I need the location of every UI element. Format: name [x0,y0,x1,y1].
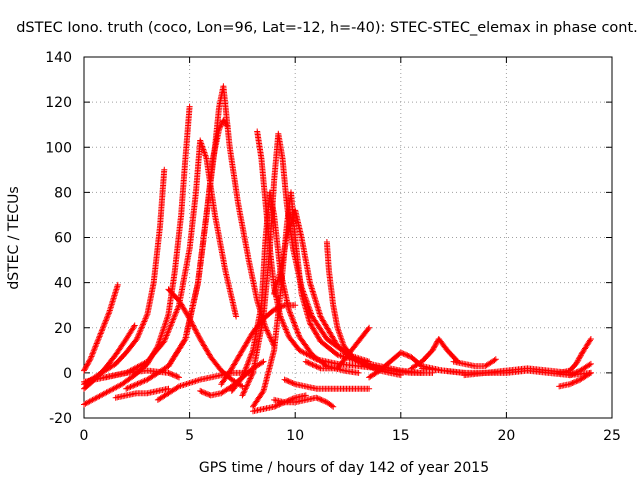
x-axis-label: GPS time / hours of day 142 of year 2015 [199,460,489,476]
arc-markers [281,376,373,392]
y-tick-label: 140 [45,50,72,66]
data-arc [556,336,594,376]
arc-markers [450,356,499,370]
data-arc [556,369,594,390]
data-series [81,83,594,415]
x-tick-label: 10 [286,428,304,444]
y-tick-label: 100 [45,140,72,156]
x-tick-label: 25 [603,428,621,444]
data-arc [81,281,121,374]
chart-title: dSTEC Iono. truth (coco, Lon=96, Lat=-12… [16,20,638,36]
data-arc [102,137,240,381]
arc-markers [81,103,193,408]
axis-ticks: 0 5 10 15 20 25 -20 0 20 40 60 80 100 120 140 [45,50,621,444]
y-tick-label: 20 [54,321,72,337]
x-tick-label: 20 [497,428,515,444]
arc-markers [408,336,461,372]
y-tick-label: -20 [49,411,72,427]
y-axis-label: dSTEC / TECUs [6,186,22,289]
data-arc [165,117,231,370]
y-tick-label: 60 [54,231,72,247]
x-tick-label: 15 [392,428,410,444]
y-tick-label: 120 [45,95,72,111]
arc-markers [112,385,172,401]
arc-markers [102,137,240,381]
x-tick-label: 5 [185,428,194,444]
arc-markers [302,324,373,372]
data-arc [450,356,499,370]
data-arc [81,103,193,408]
arc-markers [556,369,594,390]
y-tick-label: 40 [54,276,72,292]
y-tick-label: 0 [63,366,72,382]
data-arc [566,360,594,379]
arc-markers [566,360,594,379]
arc-markers [556,336,594,376]
y-tick-label: 80 [54,185,72,201]
arc-markers [271,394,337,410]
x-tick-label: 0 [80,428,89,444]
data-arc [271,394,337,410]
arc-markers [165,117,231,370]
data-arc [302,324,373,372]
data-arc [112,385,172,401]
data-arc [408,336,461,372]
arc-markers [81,281,121,374]
data-arc [281,376,373,392]
